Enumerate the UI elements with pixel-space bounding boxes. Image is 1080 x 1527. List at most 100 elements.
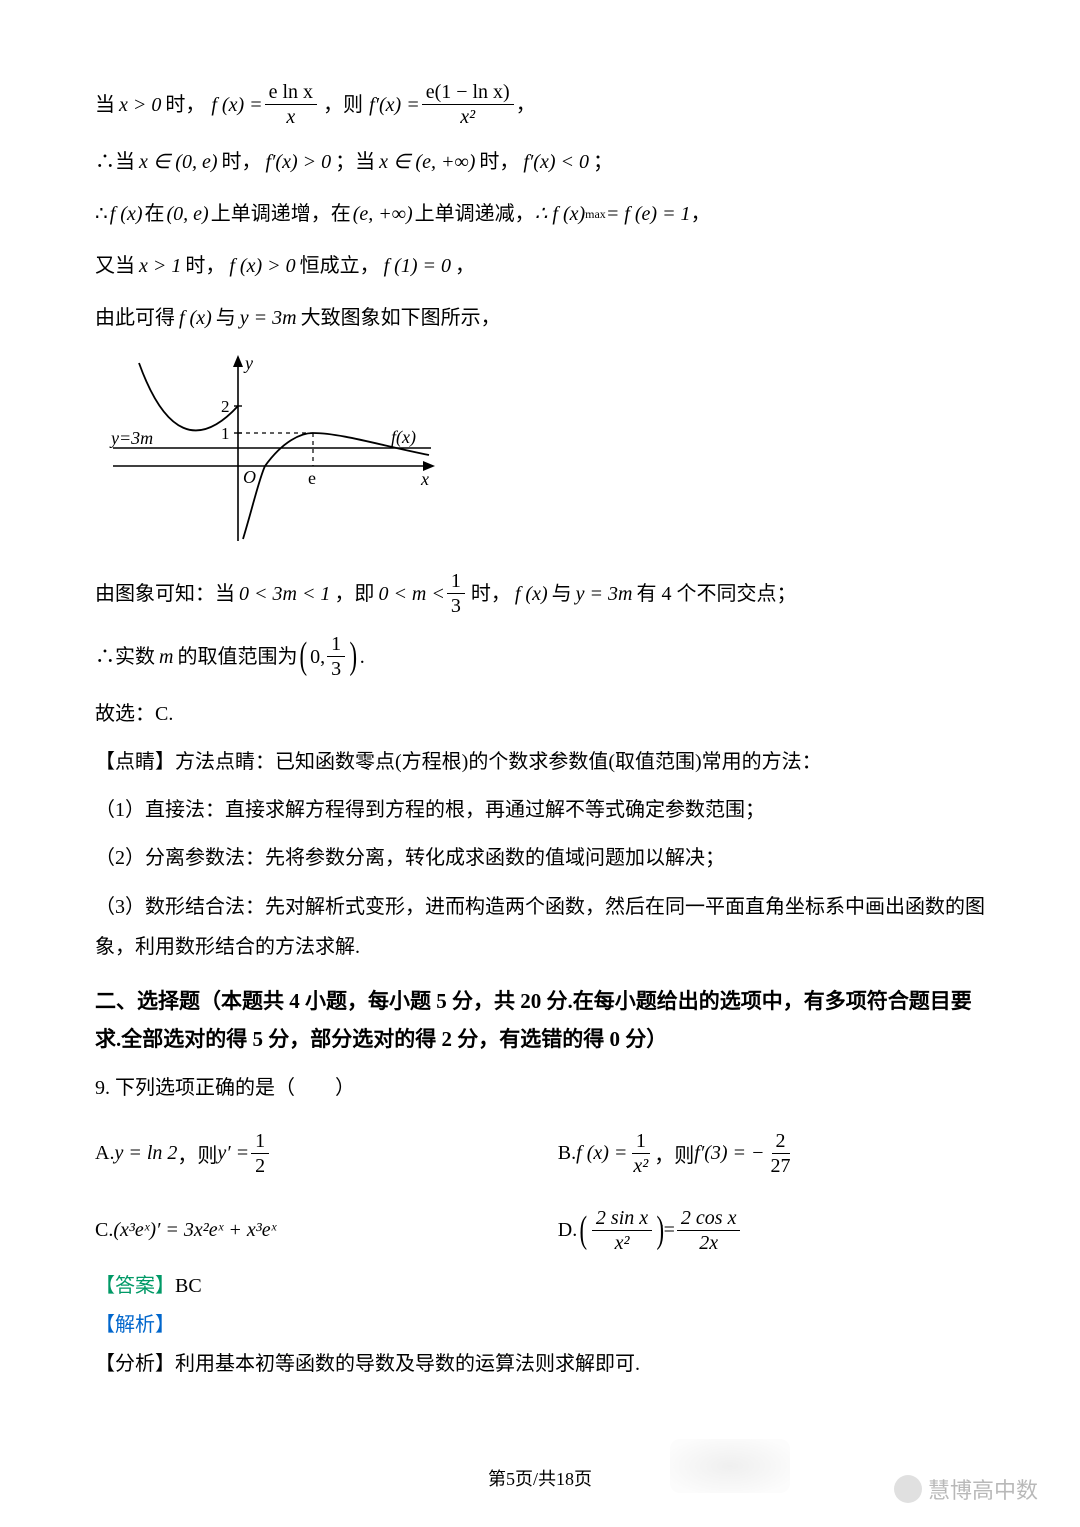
text: ，则 xyxy=(323,86,363,124)
math: 0 < 3m < 1 xyxy=(239,575,330,613)
math: f (x) > 0 xyxy=(229,247,295,285)
graph-svg: 2 1 y=3m e O x y f(x) xyxy=(103,351,443,546)
text: 由图象可知：当 xyxy=(95,575,235,613)
math: f (x) xyxy=(110,195,143,233)
text: 时， xyxy=(471,575,511,613)
line-4-intersections: 由图象可知：当 0 < 3m < 1 ，即 0 < m < 1 3 时， f (… xyxy=(95,569,985,618)
math: f′(x) > 0 xyxy=(266,143,332,181)
frac-1-2: 1 2 xyxy=(251,1129,269,1178)
options-row-2: C. (x³eˣ)′ = 3x²eˣ + x³eˣ D. ( 2 sin x x… xyxy=(95,1206,985,1255)
sub-max: max xyxy=(585,203,606,226)
opt-label: B. xyxy=(558,1142,576,1165)
text: ； xyxy=(593,143,613,181)
options-row-1: A. y = ln 2 ，则 y′ = 1 2 B. f (x) = 1 x² … xyxy=(95,1129,985,1178)
line-method2: （2）分离参数法：先将参数分离，转化成求函数的值域问题加以解决； xyxy=(95,839,985,877)
option-c: C. (x³eˣ)′ = 3x²eˣ + x³eˣ xyxy=(95,1206,558,1255)
y3m-label: y=3m xyxy=(109,428,153,448)
text: ，即 xyxy=(334,575,374,613)
line-method1: （1）直接法：直接求解方程得到方程的根，再通过解不等式确定参数范围； xyxy=(95,791,985,829)
text: ；当 xyxy=(335,143,375,181)
text: 与 xyxy=(552,575,572,613)
analysis-label: 【解析】 xyxy=(95,1308,985,1337)
frac-2sinx-x2: 2 sin x x² xyxy=(592,1206,652,1255)
math: f′(3) = − xyxy=(694,1142,764,1165)
math: y′ = xyxy=(217,1142,249,1165)
line-dianqing: 【点睛】方法点睛：已知函数零点(方程根)的个数求参数值(取值范围)常用的方法： xyxy=(95,743,985,781)
line-f1-0: 又当 x > 1 时， f (x) > 0 恒成立， f (1) = 0 ， xyxy=(95,247,985,285)
text: 的取值范围为 xyxy=(177,638,297,676)
option-b: B. f (x) = 1 x² ，则 f′(3) = − 2 27 xyxy=(558,1129,985,1178)
math: (x³eˣ)′ = 3x²eˣ + x³eˣ xyxy=(113,1219,276,1242)
answer-line: 【答案】BC xyxy=(95,1269,985,1298)
math: f (1) = 0 xyxy=(384,247,451,285)
option-a: A. y = ln 2 ，则 y′ = 1 2 xyxy=(95,1129,558,1178)
math: (e, +∞) xyxy=(353,195,413,233)
question-9: 9. 下列选项正确的是（ ） xyxy=(95,1069,985,1107)
line-graph-intro: 由此可得 f (x) 与 y = 3m 大致图象如下图所示， xyxy=(95,299,985,337)
text: 时， xyxy=(222,143,262,181)
function-graph: 2 1 y=3m e O x y f(x) xyxy=(103,351,985,551)
paren-open-icon: ( xyxy=(580,1215,588,1245)
text: 有 4 个不同交点； xyxy=(636,575,796,613)
section-2-heading: 二、选择题（本题共 4 小题，每小题 5 分，共 20 分.在每小题给出的选项中… xyxy=(95,983,985,1059)
line-max: ∴ f (x) 在 (0, e) 上单调递增，在 (e, +∞) 上单调递减， … xyxy=(95,195,985,233)
answer-label: 【答案】 xyxy=(95,1275,175,1297)
frac-e1lnx-x2: e(1 − ln x) x² xyxy=(422,80,514,129)
opt-label: C. xyxy=(95,1219,113,1242)
text: ， xyxy=(691,195,711,233)
text: ，则 xyxy=(654,1139,694,1168)
frac-1-3: 1 3 xyxy=(447,569,465,618)
text: 与 xyxy=(216,299,236,337)
math: 0 < m < xyxy=(378,575,444,613)
line-method3: （3）数形结合法：先对解析式变形，进而构造两个函数，然后在同一平面直角坐标系中画… xyxy=(95,887,985,967)
paren-open-icon: ( xyxy=(300,641,308,671)
math: y = 3m xyxy=(240,299,297,337)
fx-curve-label: f(x) xyxy=(391,427,416,448)
paren-close-icon: ) xyxy=(657,1215,665,1245)
text: 在 xyxy=(145,195,165,233)
opt-label: A. xyxy=(95,1142,114,1165)
line-fx-deriv: 当 x > 0 时， f (x) = e ln x x ，则 f′(x) = e… xyxy=(95,80,985,129)
math: y = ln 2 xyxy=(114,1142,177,1165)
text: 上单调递增，在 xyxy=(211,195,351,233)
line-monotone-sign: ∴当 x ∈ (0, e) 时， f′(x) > 0 ；当 x ∈ (e, +∞… xyxy=(95,143,985,181)
frac-1-x2: 1 x² xyxy=(629,1129,652,1178)
line-select-c: 故选：C. xyxy=(95,695,985,733)
text: 当 xyxy=(95,86,115,124)
option-d: D. ( 2 sin x x² ) ′ = 2 cos x 2x xyxy=(558,1206,985,1255)
text: ∴当 xyxy=(95,143,135,181)
text: 又当 xyxy=(95,247,135,285)
math: y = 3m xyxy=(576,575,633,613)
text: . xyxy=(360,638,365,676)
watermark-label: 慧博高中数 xyxy=(928,1473,1038,1505)
zero-comma: 0, xyxy=(310,638,325,676)
text: ∴实数 xyxy=(95,638,155,676)
text: ， xyxy=(516,86,536,124)
text: ， xyxy=(455,247,475,285)
frac-2-27: 2 27 xyxy=(767,1129,795,1178)
paren-close-icon: ) xyxy=(350,641,358,671)
math: m xyxy=(159,638,173,676)
math: f (x) xyxy=(515,575,548,613)
frac-1-3-b: 1 3 xyxy=(327,632,345,681)
origin-label: O xyxy=(243,467,256,487)
answer-value: BC xyxy=(175,1275,202,1297)
text: ∴ xyxy=(95,195,108,233)
text: 上单调递减， xyxy=(415,195,535,233)
math: x > 1 xyxy=(139,247,181,285)
analysis-text: 【分析】利用基本初等函数的导数及导数的运算法则求解即可. xyxy=(95,1345,985,1383)
x-axis-label: x xyxy=(420,469,429,489)
math: f (x) xyxy=(179,299,212,337)
text: 时， xyxy=(165,86,205,124)
math: x ∈ (0, e) xyxy=(139,143,218,181)
watermark-text: 慧博高中数 xyxy=(894,1473,1038,1505)
math: f′(x) = xyxy=(369,86,420,124)
text: 恒成立， xyxy=(300,247,380,285)
text: ，则 xyxy=(177,1139,217,1168)
math: f (x) = xyxy=(576,1142,627,1165)
math: f (x) = xyxy=(211,86,262,124)
math: = f (e) = 1 xyxy=(606,195,691,233)
e-label: e xyxy=(308,468,316,488)
text: 大致图象如下图所示， xyxy=(301,299,501,337)
eq: = xyxy=(664,1219,675,1242)
